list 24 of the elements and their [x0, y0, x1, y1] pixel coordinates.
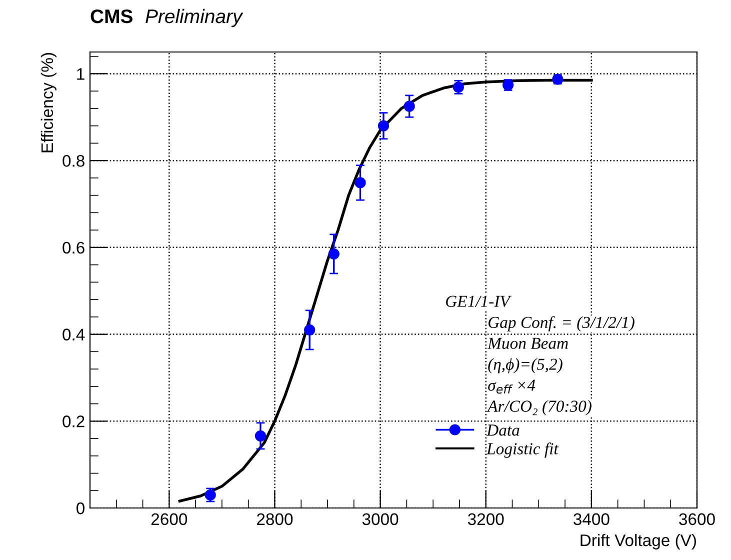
annotation: σ$_{eff}$ ×4	[488, 380, 536, 394]
y-tick-label: 0	[76, 502, 84, 514]
chart-subtitle: Preliminary	[146, 8, 244, 28]
annotation: GE1/1-IV	[446, 296, 512, 308]
annotation: Ar/CO₂ (70:30)	[486, 400, 592, 416]
y-tick-label: 1	[77, 68, 84, 80]
y-tick-label: 0.8	[62, 154, 84, 167]
chart-title: CMS	[90, 9, 132, 24]
x-tick-label: 3000	[362, 513, 398, 526]
x-tick-label: 3200	[468, 513, 504, 526]
x-tick-label: 3400	[574, 513, 610, 526]
y-tick-label: 0.6	[62, 242, 84, 254]
x-tick-label: 2600	[151, 513, 188, 526]
annotation: Muon Beam	[487, 338, 568, 349]
legend-label: Data	[486, 424, 520, 436]
annotation: (η,ϕ)=(5,2)	[488, 358, 562, 374]
y-axis-title: Efficiency (%)	[40, 53, 56, 152]
x-axis-title: Drift Voltage (V)	[580, 534, 696, 550]
x-tick-label: 3600	[679, 513, 715, 526]
y-tick-label: 0.4	[62, 328, 85, 340]
legend-label: Logistic fit	[486, 442, 559, 458]
annotation: Gap Conf. = (3/1/2/1)	[488, 316, 634, 332]
y-tick-label: 0.2	[62, 416, 84, 428]
x-tick-label: 2800	[257, 513, 293, 526]
